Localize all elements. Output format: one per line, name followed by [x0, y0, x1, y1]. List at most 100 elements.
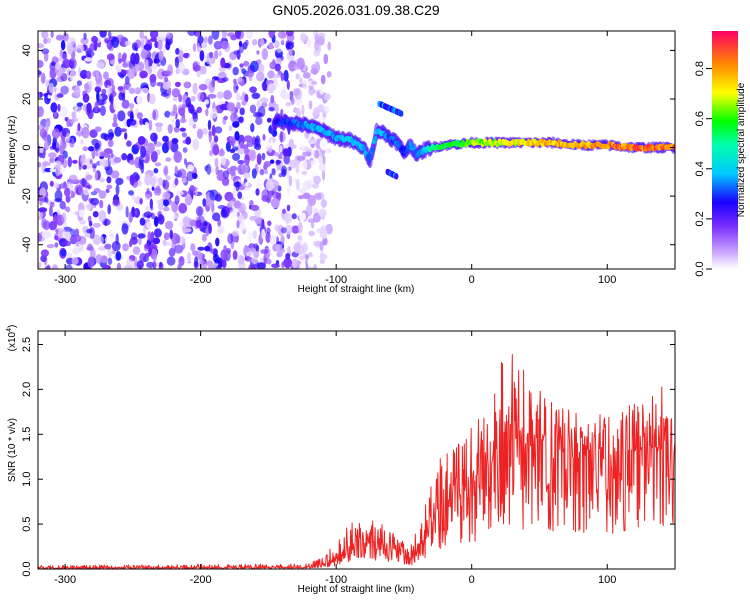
- spectrogram-cell: [76, 102, 84, 107]
- spectrogram-cell: [322, 155, 326, 165]
- spectrogram-cell: [187, 164, 195, 172]
- spectrogram-cell: [285, 253, 291, 260]
- spectrogram-cell: [211, 125, 216, 137]
- spectrogram-cell: [92, 163, 97, 169]
- spectrogram-cell: [116, 262, 122, 269]
- spectrogram-cell: [186, 171, 194, 182]
- spectrogram-cell: [218, 128, 222, 134]
- spectrogram-cell: [285, 224, 293, 235]
- spectrogram-cell: [59, 106, 69, 118]
- spectrogram-cell: [115, 184, 120, 196]
- spectrogram-cell: [315, 33, 319, 44]
- spectrogram-cell: [56, 209, 61, 216]
- y-tick-label: 0.5: [21, 516, 33, 531]
- spectrogram-cell: [136, 260, 144, 269]
- spectrogram-cell: [39, 198, 43, 206]
- spectrogram-cell: [212, 144, 220, 156]
- spectrogram-cell: [98, 246, 106, 251]
- spectrogram-cell: [74, 228, 80, 237]
- spectrogram-cell: [90, 197, 100, 206]
- spectrogram-cell: [107, 257, 113, 265]
- spectrogram-cell: [162, 79, 172, 90]
- spectrogram-x-axis-label: Height of straight line (km): [298, 284, 415, 295]
- spectrogram-cell: [318, 37, 324, 46]
- spectrogram-cell: [197, 92, 205, 102]
- spectrogram-cell: [81, 177, 86, 188]
- spectrogram-cell: [106, 84, 111, 95]
- colorbar-tick-label: 0.2: [694, 211, 706, 226]
- spectrogram-cell: [88, 220, 93, 227]
- spectrogram-cell: [67, 37, 76, 46]
- spectrogram-cell: [267, 220, 272, 227]
- spectrogram-cell: [194, 190, 198, 197]
- x-tick-label: -100: [325, 574, 347, 586]
- spectrogram-cell: [138, 236, 142, 246]
- spectrogram-cell: [54, 235, 59, 241]
- spectrogram-cell: [118, 214, 123, 227]
- spectrogram-cell: [99, 31, 107, 38]
- spectrogram-cell: [170, 141, 179, 153]
- spectrogram-cell: [95, 71, 100, 79]
- spectrogram-cell: [197, 35, 204, 44]
- spectrogram-cell: [106, 176, 112, 184]
- spectrogram-cell: [182, 216, 190, 226]
- spectrogram-cell: [209, 189, 219, 201]
- spectrogram-cell: [322, 237, 328, 246]
- spectrogram-cell: [251, 136, 257, 145]
- colorbar-gradient: [712, 31, 738, 269]
- spectrogram-cell: [147, 231, 152, 243]
- spectrogram-cell: [154, 122, 164, 128]
- spectrogram-cell: [178, 107, 186, 116]
- spectrogram-cell: [321, 117, 328, 122]
- x-tick-label: -300: [54, 274, 76, 286]
- spectrogram-cell: [46, 244, 55, 249]
- spectrogram-cell: [76, 80, 82, 87]
- spectrogram-cell: [178, 50, 184, 58]
- spectrogram-cell: [49, 168, 57, 173]
- ridge-cell: [373, 135, 378, 141]
- x-tick-label: -300: [54, 574, 76, 586]
- spectrogram-cell: [207, 93, 217, 99]
- spectrogram-cell: [74, 184, 83, 195]
- spectrogram-cell: [94, 171, 98, 181]
- spectrogram-cell: [86, 228, 93, 234]
- spectrogram-cell: [38, 161, 42, 168]
- spectrogram-cell: [291, 213, 297, 220]
- spectrogram-cell: [82, 225, 86, 233]
- spectrogram-cell: [100, 235, 104, 244]
- spectrogram-cell: [255, 71, 265, 82]
- spectrogram-cell: [81, 126, 90, 139]
- spectrogram-cell: [154, 41, 159, 49]
- spectrogram-cell: [296, 178, 300, 191]
- spectrogram-cell: [149, 198, 153, 209]
- spectrogram-cell: [263, 163, 268, 171]
- spectrogram-cell: [166, 256, 176, 266]
- spectrogram-cell: [137, 233, 146, 239]
- spectrogram-cell: [190, 95, 196, 102]
- spectrogram-cell: [128, 211, 133, 223]
- spectrogram-cell: [272, 73, 282, 79]
- spectrogram-cell: [244, 39, 249, 47]
- spectrogram-cell: [162, 179, 170, 190]
- spectrogram-cell: [77, 122, 81, 132]
- spectrogram-cell: [140, 145, 147, 158]
- spectrogram-cell: [211, 31, 220, 40]
- spectrogram-cell: [219, 103, 229, 111]
- y-tick-label: 2.0: [21, 382, 33, 397]
- spectrogram-cell: [45, 122, 49, 132]
- spectrogram-cell: [220, 157, 226, 166]
- spectrogram-cell: [220, 208, 227, 218]
- colorbar-label: Normalized spectral amplitude: [736, 82, 747, 217]
- spectrogram-cell: [208, 131, 212, 143]
- spectrogram-cell: [88, 146, 95, 152]
- spectrogram-cell: [160, 92, 169, 97]
- spectrogram-cell: [39, 212, 43, 219]
- spectrogram-cell: [261, 228, 266, 240]
- spectrogram-cell: [38, 43, 45, 49]
- y-tick-label: 2.5: [21, 337, 33, 352]
- spectrogram-cell: [270, 61, 276, 68]
- spectrogram-cell: [185, 136, 192, 145]
- spectrogram-cell: [144, 173, 152, 186]
- spectrogram-cell: [108, 95, 113, 102]
- spectrogram-cell: [90, 191, 98, 196]
